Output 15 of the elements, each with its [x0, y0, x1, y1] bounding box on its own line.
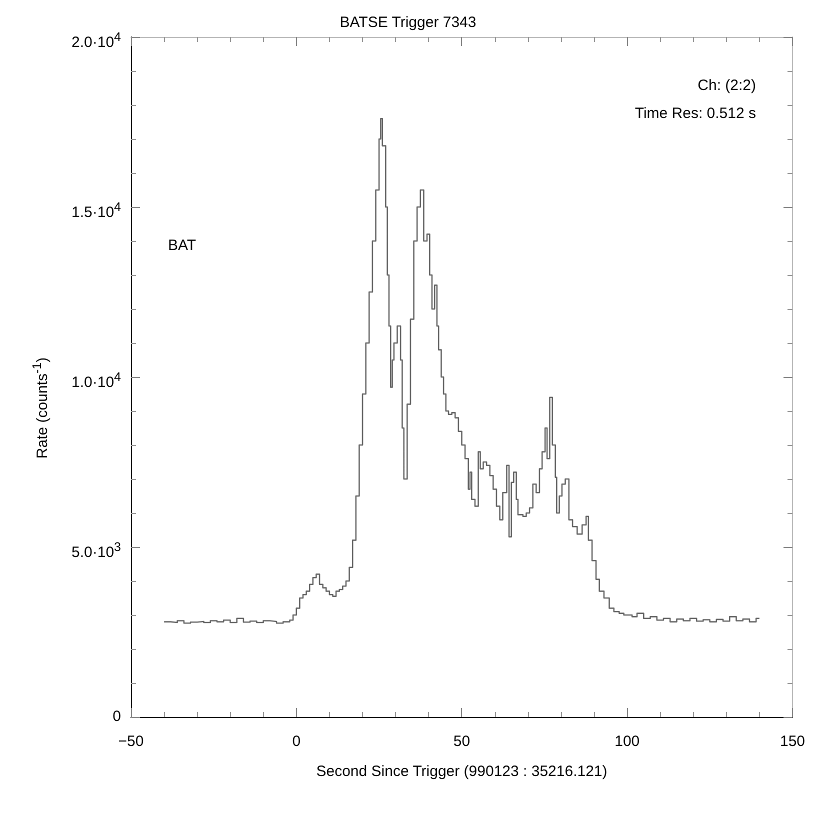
x-tick-label: 0 [292, 733, 301, 750]
x-tick-label: 50 [453, 733, 470, 750]
y-tick-label: 1.5·10$^{4}$ [72, 199, 121, 222]
chart-title: BATSE Trigger 7343 [340, 14, 476, 31]
x-tick-label: 150 [780, 733, 805, 750]
annotation: Time Res: 0.512 s [634, 105, 756, 122]
x-axis-title: Second Since Trigger (990123 : 35216.121) [316, 763, 608, 780]
x-tick-label: 100 [614, 733, 640, 750]
annotation: Ch: (2:2) [698, 77, 756, 94]
y-tick-label: 5.0·10$^{3}$ [72, 539, 121, 562]
y-tick-label: 1.0·10$^{4}$ [72, 369, 121, 392]
y-tick-label: 0 [112, 708, 121, 726]
x-tick-label: −50 [118, 733, 144, 750]
y-tick-label: 2.0·10$^{4}$ [72, 29, 121, 52]
annotation: BAT [168, 237, 196, 254]
